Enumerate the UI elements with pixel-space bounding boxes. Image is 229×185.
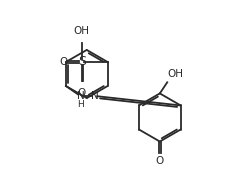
Text: O: O — [156, 156, 164, 166]
Text: O: O — [78, 88, 86, 98]
Text: N: N — [77, 91, 85, 101]
Text: O: O — [59, 57, 68, 67]
Text: N: N — [91, 91, 98, 101]
Text: H: H — [77, 100, 84, 109]
Text: S: S — [78, 56, 86, 68]
Text: OH: OH — [74, 26, 90, 36]
Text: OH: OH — [168, 69, 184, 79]
